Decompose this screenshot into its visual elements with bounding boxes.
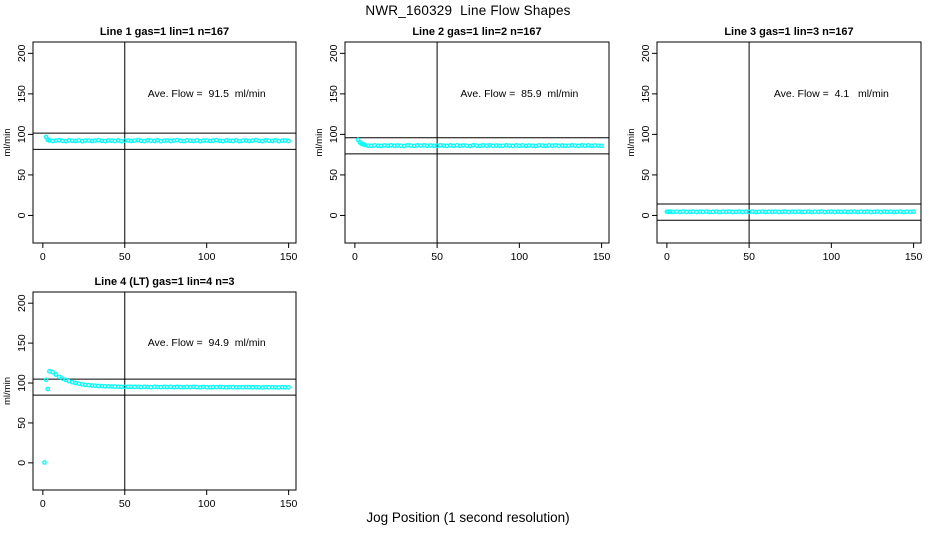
y-tick-label: 50 <box>16 417 28 429</box>
x-tick-label: 50 <box>743 251 755 263</box>
data-point <box>43 377 49 383</box>
data-point <box>286 384 291 390</box>
data-series <box>42 369 291 465</box>
figure-xlabel: Jog Position (1 second resolution) <box>366 510 570 525</box>
x-tick-label: 0 <box>40 251 46 263</box>
panel-title: Line 2 gas=1 lin=2 n=167 <box>412 26 541 38</box>
plot-box <box>656 41 922 244</box>
ave-flow-annotation: Ave. Flow = 85.9 ml/min <box>460 88 578 100</box>
y-tick-label: 100 <box>16 374 28 392</box>
x-tick-label: 100 <box>823 251 841 263</box>
data-series <box>43 134 291 144</box>
ave-flow-annotation: Ave. Flow = 94.9 ml/min <box>148 337 266 349</box>
y-tick-label: 0 <box>16 460 28 466</box>
x-tick-label: 50 <box>119 251 131 263</box>
data-point <box>42 460 47 465</box>
y-tick-label: 50 <box>16 169 28 181</box>
data-point <box>45 386 51 392</box>
plot-box <box>344 41 610 244</box>
x-tick-label: 0 <box>40 498 46 510</box>
data-point <box>911 209 916 214</box>
data-series <box>664 209 916 215</box>
y-axis-label: ml/min <box>314 129 325 157</box>
y-tick-label: 0 <box>640 212 652 218</box>
ave-flow-annotation: Ave. Flow = 91.5 ml/min <box>148 88 266 100</box>
y-tick-label: 100 <box>640 125 652 143</box>
panel-title: Line 1 gas=1 lin=1 n=167 <box>100 26 229 38</box>
x-tick-label: 100 <box>198 251 216 263</box>
y-tick-label: 50 <box>640 169 652 181</box>
y-tick-label: 150 <box>640 85 652 103</box>
x-tick-label: 100 <box>198 498 216 510</box>
panel-title: Line 4 (LT) gas=1 lin=4 n=3 <box>94 276 234 288</box>
x-tick-label: 150 <box>905 251 923 263</box>
data-series <box>355 137 604 149</box>
data-point <box>53 372 59 377</box>
ave-flow-annotation: Ave. Flow = 4.1 ml/min <box>774 88 889 100</box>
x-tick-label: 50 <box>119 498 131 510</box>
y-axis-label: ml/min <box>2 377 13 405</box>
data-point <box>599 143 604 149</box>
y-tick-label: 0 <box>328 212 340 218</box>
y-tick-label: 150 <box>16 334 28 352</box>
data-point <box>50 369 56 375</box>
panel-title: Line 3 gas=1 lin=3 n=167 <box>724 26 853 38</box>
y-tick-label: 0 <box>16 212 28 218</box>
x-tick-label: 100 <box>511 251 529 263</box>
y-tick-label: 200 <box>328 44 340 62</box>
y-tick-label: 100 <box>16 125 28 143</box>
y-axis-label: ml/min <box>626 129 637 157</box>
x-tick-label: 150 <box>280 251 298 263</box>
x-tick-label: 0 <box>352 251 358 263</box>
y-tick-label: 200 <box>16 44 28 62</box>
data-point <box>286 138 291 144</box>
y-tick-label: 150 <box>328 85 340 103</box>
plot-box <box>32 41 297 244</box>
y-tick-label: 200 <box>640 44 652 62</box>
x-tick-label: 150 <box>593 251 611 263</box>
y-tick-label: 150 <box>16 85 28 103</box>
y-tick-label: 50 <box>328 169 340 181</box>
figure-title: NWR_160329 Line Flow Shapes <box>365 3 571 18</box>
y-tick-label: 100 <box>328 125 340 143</box>
plot-box <box>32 291 297 491</box>
y-axis-label: ml/min <box>2 129 13 157</box>
y-tick-label: 200 <box>16 294 28 312</box>
x-tick-label: 0 <box>664 251 670 263</box>
x-tick-label: 150 <box>280 498 298 510</box>
x-tick-label: 50 <box>431 251 443 263</box>
